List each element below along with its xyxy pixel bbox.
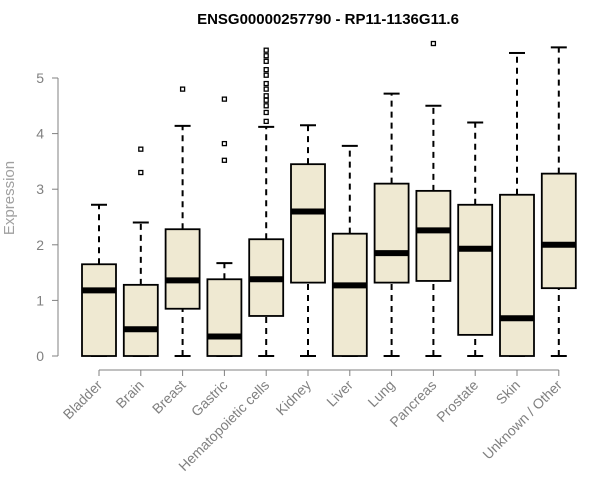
outlier-point <box>263 118 269 125</box>
box-skin <box>499 51 535 357</box>
iqr-box <box>81 263 117 357</box>
iqr-box <box>540 172 577 290</box>
x-tick-label: Lung <box>364 377 397 410</box>
box-gastric <box>206 96 243 357</box>
x-tick-label: Prostate <box>433 377 481 425</box>
outlier-point <box>263 58 269 64</box>
iqr-box <box>373 182 410 284</box>
y-tick-label: 4 <box>36 126 44 142</box>
outlier-point <box>263 97 269 103</box>
box-liver <box>331 144 368 357</box>
iqr-box <box>290 163 326 284</box>
box-pancreas <box>415 40 452 357</box>
y-axis-label: Expression <box>1 161 18 235</box>
outlier-point <box>138 146 144 152</box>
outlier-point <box>221 157 228 163</box>
iqr-box <box>415 189 452 282</box>
y-tick-label: 1 <box>36 292 44 308</box>
box-prostate <box>457 121 494 357</box>
y-tick-label: 2 <box>36 237 44 253</box>
outlier-point <box>263 86 269 92</box>
box-breast <box>164 86 201 357</box>
outlier-point <box>138 169 144 176</box>
iqr-box <box>122 283 159 357</box>
iqr-box <box>499 193 535 357</box>
box-brain <box>122 146 159 357</box>
outlier-point <box>430 40 437 47</box>
chart-title: ENSG00000257790 - RP11-1136G11.6 <box>197 11 459 28</box>
y-tick-label: 3 <box>36 181 44 197</box>
iqr-box <box>206 278 243 357</box>
outlier-point <box>179 86 186 92</box>
box-hematopoietic-cells <box>248 47 285 357</box>
x-tick-label: Breast <box>149 377 189 417</box>
outlier-point <box>263 103 269 109</box>
box-bladder <box>81 203 117 357</box>
boxes-group <box>81 40 577 357</box>
x-tick-label: Kidney <box>273 377 315 419</box>
outlier-point <box>221 96 228 102</box>
iqr-box <box>457 203 494 336</box>
y-tick-label: 0 <box>36 348 44 364</box>
box-lung <box>373 92 410 357</box>
x-tick-label: Brain <box>112 377 146 411</box>
x-tick-label: Liver <box>323 377 356 410</box>
iqr-box <box>164 228 201 310</box>
x-tick-label: Bladder <box>60 377 106 423</box>
outlier-point <box>263 53 269 59</box>
box-unknown-other <box>540 46 577 357</box>
iqr-box <box>331 232 368 357</box>
outlier-point <box>263 67 269 73</box>
outlier-point <box>263 93 269 99</box>
y-axis: 0 1 2 3 4 5 <box>36 70 59 364</box>
outlier-point <box>263 109 269 116</box>
x-tick-label: Unknown / Other <box>479 377 565 463</box>
y-tick-label: 5 <box>36 70 44 86</box>
x-tick-label: Skin <box>493 377 524 408</box>
box-kidney <box>290 124 326 357</box>
outlier-point <box>263 80 269 87</box>
outlier-point <box>263 72 269 78</box>
outlier-point <box>263 47 269 53</box>
outlier-point <box>221 140 228 147</box>
